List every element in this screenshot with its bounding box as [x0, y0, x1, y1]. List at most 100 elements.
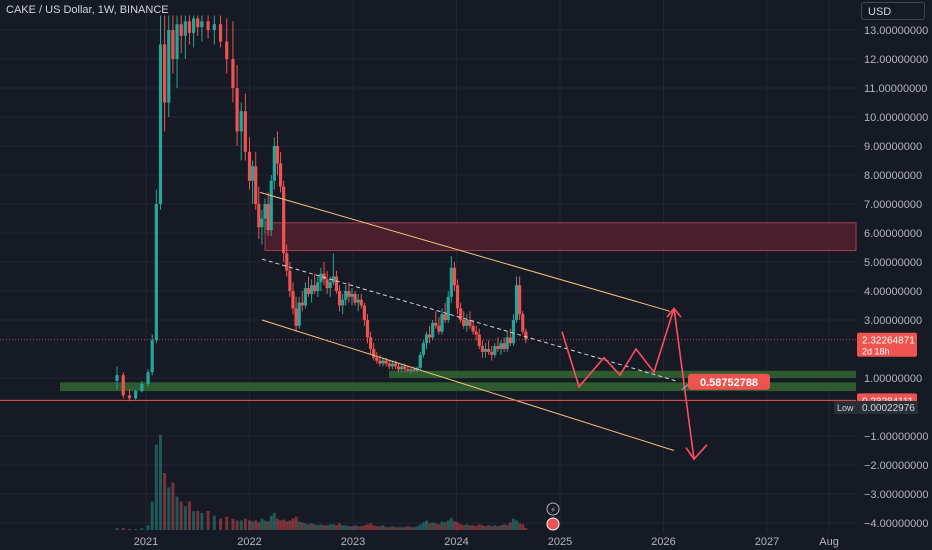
candle-body — [344, 291, 348, 300]
volume-bar — [127, 529, 131, 530]
volume-bars — [115, 435, 528, 530]
volume-bar — [502, 524, 506, 530]
volume-bar — [225, 516, 229, 530]
candle-body — [359, 299, 363, 306]
candle-body — [384, 360, 388, 364]
candle-body — [218, 24, 223, 42]
price-tick-label: 12.00000000 — [864, 54, 928, 66]
candle-body — [294, 308, 298, 326]
volume-bar — [350, 526, 354, 530]
candle-body — [350, 293, 354, 297]
candle-body — [303, 288, 307, 306]
volume-bar — [390, 526, 394, 530]
volume-bar — [251, 521, 255, 530]
volume-bar — [362, 525, 366, 530]
volume-bar — [359, 526, 363, 530]
candle-body — [278, 163, 283, 187]
volume-bar — [508, 522, 512, 530]
time-axis[interactable]: 2021 2022 2023 2024 2025 2026 2027 Aug — [134, 536, 839, 548]
volume-bar — [297, 521, 301, 530]
volume-bar — [171, 482, 175, 530]
projection-path — [561, 308, 695, 460]
candle-body — [496, 346, 500, 349]
symbol-title: CAKE / US Dollar, 1W, BINANCE — [6, 4, 169, 16]
volume-bar — [378, 526, 382, 530]
volume-bar — [490, 526, 494, 530]
candle-body — [424, 334, 429, 344]
projection-arrow-down — [685, 444, 708, 461]
volume-bar — [282, 519, 286, 530]
volume-bar — [428, 523, 432, 530]
candle-body — [127, 395, 132, 399]
volume-bar — [231, 518, 235, 530]
candle-body — [446, 296, 450, 320]
candle-body — [288, 270, 292, 291]
volume-bar — [325, 525, 329, 530]
time-tick-label: 2027 — [755, 536, 779, 548]
volume-bar — [456, 522, 460, 530]
volume-bar — [121, 528, 125, 530]
candles — [115, 15, 528, 402]
price-tick-label: 1.00000000 — [864, 373, 922, 385]
price-tick-label: −4.00000000 — [864, 518, 929, 530]
volume-bar — [446, 520, 450, 530]
price-tick-label: −3.00000000 — [864, 489, 929, 501]
projection-arrow-up — [666, 307, 682, 318]
volume-bar — [158, 435, 162, 530]
candle-body — [291, 291, 295, 309]
candle-body — [187, 21, 192, 33]
candle-body — [372, 349, 376, 358]
candle-body — [378, 360, 382, 364]
volume-bar — [418, 524, 422, 530]
volume-bar — [511, 518, 515, 530]
volume-bar — [474, 526, 478, 530]
volume-bar — [353, 525, 357, 530]
candle-body — [269, 180, 273, 231]
candle-body — [251, 166, 255, 181]
candle-body — [325, 279, 329, 289]
volume-bar — [338, 523, 342, 530]
candle-body — [200, 21, 204, 28]
volume-bar — [291, 518, 295, 530]
candle-body — [306, 288, 311, 294]
volume-bar — [196, 511, 200, 530]
candle-body — [328, 282, 332, 289]
price-tick-label: 13.00000000 — [864, 25, 928, 37]
candle-body — [396, 366, 401, 370]
volume-bar — [167, 487, 171, 530]
volume-bar — [515, 520, 519, 530]
channel-upper-line — [259, 191, 671, 312]
volume-bar — [183, 506, 187, 530]
volume-bar — [272, 512, 276, 530]
drawings — [0, 191, 856, 461]
candle-body — [285, 253, 289, 271]
volume-bar — [328, 524, 332, 530]
volume-bar — [187, 501, 191, 530]
candle-body — [266, 204, 270, 231]
time-tick-label: 2024 — [444, 536, 468, 548]
volume-bar — [524, 528, 528, 530]
volume-bar — [248, 520, 251, 530]
volume-bar — [499, 525, 503, 530]
candle-body — [418, 354, 422, 368]
event-marker-icon — [546, 517, 560, 531]
volume-bar — [200, 512, 204, 530]
volume-bar — [310, 523, 314, 530]
candle-body — [316, 282, 320, 291]
candle-body — [524, 331, 528, 340]
volume-bar — [334, 525, 338, 530]
volume-bar — [306, 524, 310, 530]
candle-body — [493, 346, 497, 355]
candle-body — [452, 267, 457, 286]
price-tick-label: 7.00000000 — [864, 199, 922, 211]
currency-select[interactable]: USD — [861, 2, 925, 20]
low-value: 0.00022976 — [862, 403, 915, 414]
price-axis[interactable]: 13.00000000 12.00000000 11.00000000 10.0000… — [864, 25, 929, 530]
time-tick-label: 2026 — [651, 536, 675, 548]
volume-bar — [449, 517, 453, 530]
volume-bar — [384, 527, 388, 530]
candle-body — [381, 360, 385, 364]
volume-bar — [206, 511, 210, 530]
